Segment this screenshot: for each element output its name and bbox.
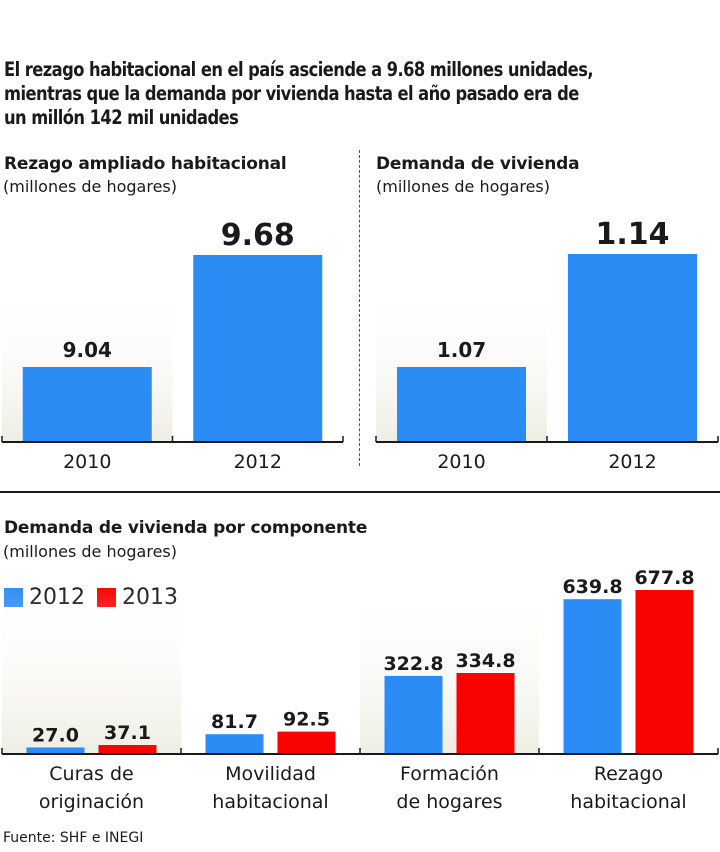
value-label-2013-2: 334.8	[455, 650, 515, 672]
category-label-1-1: habitacional	[212, 791, 328, 813]
value-label-2012: 1.14	[595, 217, 669, 252]
chart3-subtitle: (millones de hogares)	[3, 542, 177, 561]
bar-2010	[22, 367, 152, 442]
value-label-2012: 9.68	[221, 218, 295, 253]
value-label-2010: 9.04	[63, 338, 112, 362]
category-label-3-1: habitacional	[570, 791, 686, 813]
category-label-2-0: Formación	[400, 763, 499, 785]
bar-2013-1	[277, 731, 336, 754]
category-label-1-0: Movilidad	[225, 763, 316, 785]
panel-shade	[2, 584, 181, 754]
bar-2012	[568, 254, 697, 442]
value-label-2012-1: 81.7	[211, 711, 258, 733]
tick-label-2010: 2010	[437, 451, 485, 473]
bar-2013-0	[98, 745, 157, 754]
vertical-divider	[359, 150, 360, 466]
tick-label-2012: 2012	[608, 451, 656, 473]
category-label-0-1: originación	[39, 791, 144, 813]
tick-label-2012: 2012	[234, 451, 282, 473]
horizontal-divider	[0, 491, 720, 493]
value-label-2012-2: 322.8	[383, 653, 443, 675]
source-note: Fuente: SHF e INEGI	[3, 830, 144, 846]
value-label-2013-1: 92.5	[283, 709, 330, 731]
bar-2012-1	[205, 734, 264, 754]
tick-label-2010: 2010	[63, 451, 111, 473]
value-label-2012-0: 27.0	[32, 724, 79, 746]
bar-2012-0	[26, 747, 85, 754]
value-label-2013-0: 37.1	[104, 722, 151, 744]
value-label-2010: 1.07	[437, 338, 486, 362]
bar-2012-3	[563, 599, 622, 754]
category-label-0-0: Curas de	[49, 763, 133, 785]
chart2-title: Demanda de vivienda	[376, 154, 580, 174]
value-label-2012-3: 639.8	[562, 576, 622, 598]
headline: El rezago habitacional en el país ascien…	[4, 58, 594, 129]
chart3-title: Demanda de vivienda por componente	[4, 518, 368, 538]
category-label-2-1: de hogares	[396, 791, 502, 813]
category-label-3-0: Rezago	[594, 763, 663, 785]
value-label-2013-3: 677.8	[634, 567, 694, 589]
chart1-subtitle: (millones de hogares)	[3, 177, 177, 196]
bar-2012-2	[384, 675, 443, 754]
chart2-subtitle: (millones de hogares)	[376, 177, 550, 196]
bar-2013-3	[635, 590, 694, 754]
bar-2010	[397, 367, 526, 442]
bar-2012	[193, 255, 323, 442]
chart1-title: Rezago ampliado habitacional	[4, 154, 287, 174]
bar-2013-2	[456, 672, 515, 754]
